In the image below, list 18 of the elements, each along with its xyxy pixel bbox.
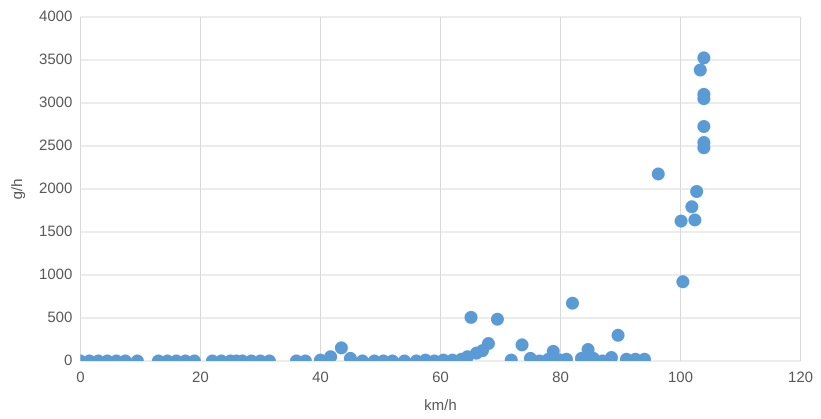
y-tick-label: 0 xyxy=(64,352,72,370)
x-tick-label: 40 xyxy=(312,369,329,386)
x-tick-label: 80 xyxy=(552,369,569,386)
y-tick-label: 3500 xyxy=(38,51,72,68)
y-tick-label: 4000 xyxy=(38,8,72,26)
y-tick-label: 3000 xyxy=(38,94,72,112)
y-tick-label: 500 xyxy=(47,309,72,326)
x-tick-label: 60 xyxy=(432,369,449,386)
x-tick-label: 100 xyxy=(668,369,693,386)
x-tick-label: 20 xyxy=(192,369,209,386)
y-tick-label: 2000 xyxy=(38,180,72,198)
x-tick-label: 0 xyxy=(76,369,85,386)
x-axis-title: km/h xyxy=(424,397,457,414)
y-tick-label: 2500 xyxy=(38,137,72,154)
y-tick-label: 1000 xyxy=(38,266,72,284)
x-tick-label: 120 xyxy=(788,369,813,386)
y-axis-title: g/h xyxy=(9,178,26,200)
y-tick-label: 1500 xyxy=(38,223,72,240)
